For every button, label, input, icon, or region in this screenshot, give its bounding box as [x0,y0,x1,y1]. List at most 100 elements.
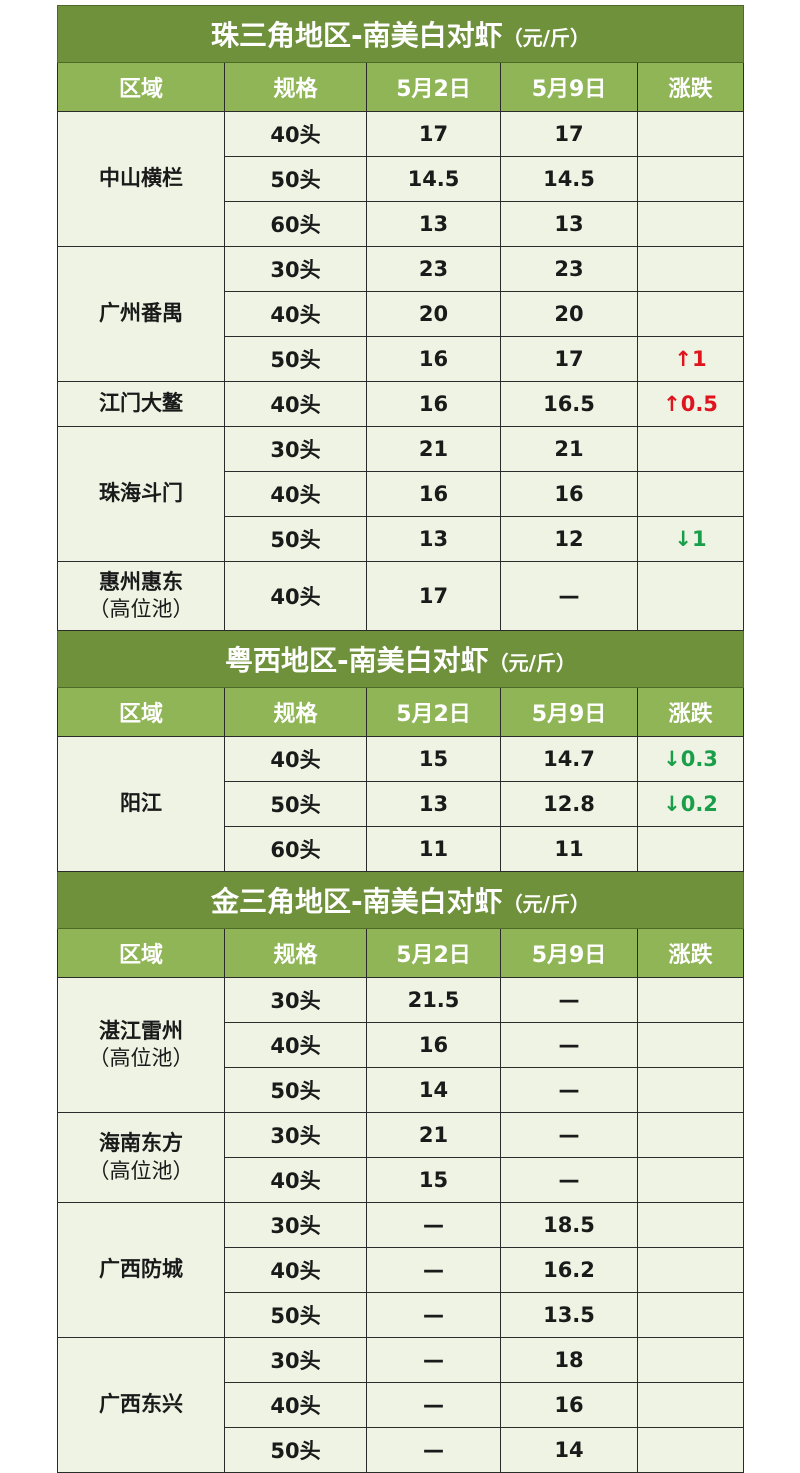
region-name: 广州番禺 [99,301,183,326]
region-name: 广西防城 [99,1257,183,1282]
spec-cell: 50头 [224,516,367,562]
change-cell [636,111,745,157]
region-note: （高位池） [88,1158,194,1183]
table-row: 40头 15— [58,1157,745,1203]
column-header: 5月2日 [366,687,501,737]
change-cell [636,1112,745,1158]
price-may9-cell: — [500,1112,638,1158]
price-may2-cell: — [366,1202,501,1248]
section-title-text: 粤西地区-南美白对虾 [225,644,489,677]
region-note: （高位池） [88,597,194,621]
price-may2-cell: 21 [366,426,501,472]
region-name: 湛江雷州 [99,1018,183,1043]
price-may9-cell: 21 [500,426,638,472]
price-may9-cell: 18 [500,1337,638,1383]
spec-cell: 30头 [224,426,367,472]
section-title: 珠三角地区-南美白对虾（元/斤） [56,5,745,63]
spec-cell: 50头 [224,1427,367,1473]
table-row: 60头 11 11 [58,826,745,872]
price-may9-cell: — [500,561,638,631]
price-may2-cell: 13 [366,201,501,247]
change-cell [636,1022,745,1068]
region-cell: 阳江 [57,736,225,872]
region-name: 海南东方 [99,1131,183,1156]
spec-cell: 40头 [224,1382,367,1428]
change-cell [636,1337,745,1383]
region-name: 江门大鳌 [99,391,183,416]
price-may9-cell: 16 [500,1382,638,1428]
price-may2-cell: — [366,1247,501,1293]
price-may2-cell: 20 [366,291,501,337]
table-row: 广西东兴 30头 —18 [57,1337,745,1473]
price-may2-cell: 15 [366,736,501,782]
change-cell [636,201,745,247]
region-cell: 江门大鳌 [57,381,225,427]
table-row: 50头 16 17 ↑1 [58,336,745,382]
price-may2-cell: 21.5 [366,977,501,1023]
spec-cell: 40头 [224,471,367,517]
change-cell [636,561,745,631]
column-header: 5月9日 [500,62,638,112]
price-may9-cell: 13.5 [500,1292,638,1338]
column-header: 规格 [224,928,367,978]
price-may2-cell: 16 [366,336,501,382]
price-may9-cell: 14.7 [500,736,638,782]
table-row: 中山横栏 40头 17 17 [57,111,745,247]
section-unit: （元/斤） [502,26,590,50]
spec-cell: 50头 [224,156,367,202]
region-cell: 惠州惠东 （高位池） [57,561,225,631]
price-may2-cell: — [366,1382,501,1428]
spec-cell: 60头 [224,826,367,872]
spec-cell: 50头 [224,781,367,827]
region-name: 惠州惠东 [99,569,183,594]
change-cell [636,1157,745,1203]
table-row: 广西防城 30头 —18.5 [57,1202,745,1338]
header-row: 区域 规格 5月2日 5月9日 涨跌 [57,62,745,112]
column-header: 规格 [224,687,367,737]
table-row: 湛江雷州 （高位池） 30头 21.5— [57,977,745,1113]
spec-cell: 40头 [224,111,367,157]
price-may2-cell: 17 [366,561,501,631]
section-unit: （元/斤） [488,651,576,675]
spec-cell: 50头 [224,1067,367,1113]
table-row: 40头 16— [58,1022,745,1068]
section-unit: （元/斤） [502,892,590,916]
price-may9-cell: 16.5 [500,381,638,427]
price-may9-cell: 14.5 [500,156,638,202]
section-title-row: 珠三角地区-南美白对虾（元/斤） [56,5,745,63]
spec-cell: 60头 [224,201,367,247]
table-row: 60头 13 13 [58,201,745,247]
price-may2-cell: 11 [366,826,501,872]
price-may9-cell: 18.5 [500,1202,638,1248]
price-may2-cell: 14.5 [366,156,501,202]
column-header: 涨跌 [636,62,745,112]
section-title: 金三角地区-南美白对虾（元/斤） [56,871,745,929]
header-row: 区域 规格 5月2日 5月9日 涨跌 [57,928,745,978]
price-may2-cell: 13 [366,516,501,562]
region-cell: 广西防城 [57,1202,225,1338]
price-may9-cell: 20 [500,291,638,337]
price-may2-cell: 21 [366,1112,501,1158]
change-cell [636,1067,745,1113]
section-title-row: 金三角地区-南美白对虾（元/斤） [56,871,745,929]
spec-cell: 40头 [224,291,367,337]
column-header: 5月9日 [500,928,638,978]
spec-cell: 40头 [224,1247,367,1293]
spec-cell: 30头 [224,977,367,1023]
region-cell: 中山横栏 [57,111,225,247]
price-may2-cell: 14 [366,1067,501,1113]
price-may9-cell: — [500,1022,638,1068]
table-row: 50头 14— [58,1067,745,1113]
spec-cell: 50头 [224,336,367,382]
price-may9-cell: 12 [500,516,638,562]
region-name: 珠海斗门 [99,481,183,506]
table-row: 50头 13 12 ↓1 [58,516,745,562]
column-header: 5月9日 [500,687,638,737]
price-may9-cell: 17 [500,111,638,157]
price-may2-cell: — [366,1292,501,1338]
column-header: 5月2日 [366,928,501,978]
table-row: 50头 14.5 14.5 [58,156,745,202]
spec-cell: 30头 [224,246,367,292]
price-may2-cell: 13 [366,781,501,827]
price-may2-cell: 16 [366,1022,501,1068]
